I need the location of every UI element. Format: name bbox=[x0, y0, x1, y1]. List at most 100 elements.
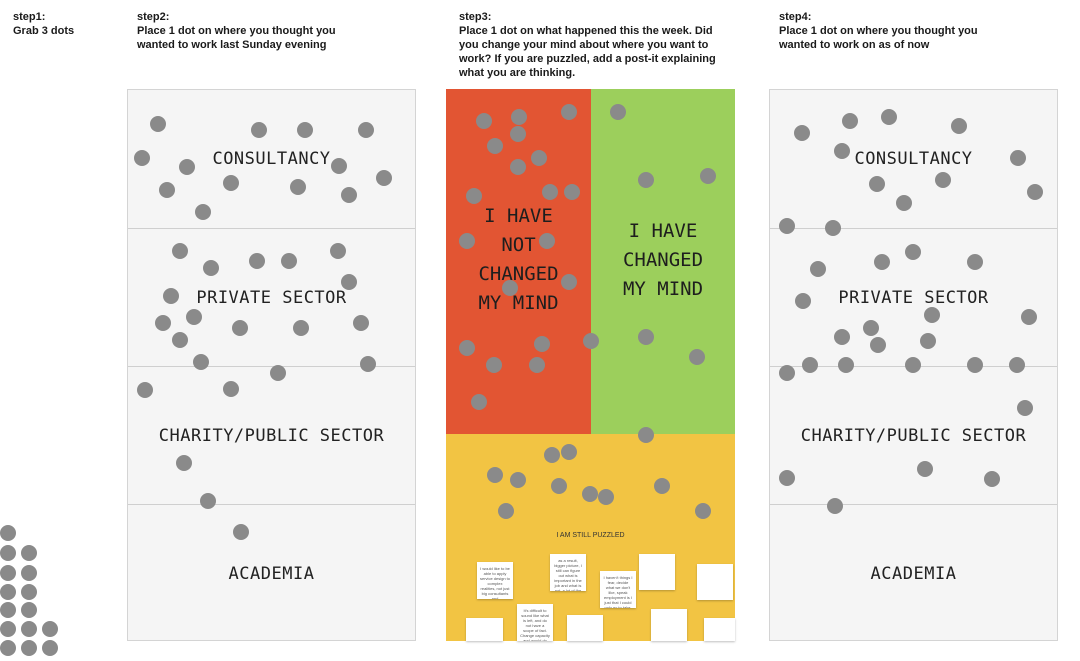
vote-dot[interactable] bbox=[561, 274, 577, 290]
vote-dot[interactable] bbox=[466, 188, 482, 204]
postit[interactable] bbox=[466, 618, 503, 641]
vote-dot[interactable] bbox=[564, 184, 580, 200]
vote-dot[interactable] bbox=[459, 340, 475, 356]
vote-dot[interactable] bbox=[0, 602, 16, 618]
vote-dot[interactable] bbox=[42, 640, 58, 656]
vote-dot[interactable] bbox=[330, 243, 346, 259]
vote-dot[interactable] bbox=[838, 357, 854, 373]
vote-dot[interactable] bbox=[134, 150, 150, 166]
vote-dot[interactable] bbox=[984, 471, 1000, 487]
vote-dot[interactable] bbox=[179, 159, 195, 175]
postit[interactable]: as a result, bigger picture, I still can… bbox=[550, 554, 586, 591]
vote-dot[interactable] bbox=[1021, 309, 1037, 325]
vote-dot[interactable] bbox=[951, 118, 967, 134]
vote-dot[interactable] bbox=[159, 182, 175, 198]
vote-dot[interactable] bbox=[695, 503, 711, 519]
vote-dot[interactable] bbox=[498, 503, 514, 519]
vote-dot[interactable] bbox=[905, 357, 921, 373]
vote-dot[interactable] bbox=[21, 621, 37, 637]
vote-dot[interactable] bbox=[0, 584, 16, 600]
vote-dot[interactable] bbox=[610, 104, 626, 120]
vote-dot[interactable] bbox=[529, 357, 545, 373]
vote-dot[interactable] bbox=[281, 253, 297, 269]
postit[interactable]: It's difficult to sound like what is lef… bbox=[517, 604, 553, 641]
vote-dot[interactable] bbox=[510, 472, 526, 488]
vote-dot[interactable] bbox=[21, 602, 37, 618]
vote-dot[interactable] bbox=[810, 261, 826, 277]
vote-dot[interactable] bbox=[195, 204, 211, 220]
vote-dot[interactable] bbox=[802, 357, 818, 373]
vote-dot[interactable] bbox=[794, 125, 810, 141]
vote-dot[interactable] bbox=[689, 349, 705, 365]
vote-dot[interactable] bbox=[233, 524, 249, 540]
vote-dot[interactable] bbox=[825, 220, 841, 236]
vote-dot[interactable] bbox=[0, 565, 16, 581]
vote-dot[interactable] bbox=[935, 172, 951, 188]
vote-dot[interactable] bbox=[270, 365, 286, 381]
vote-dot[interactable] bbox=[531, 150, 547, 166]
vote-dot[interactable] bbox=[471, 394, 487, 410]
vote-dot[interactable] bbox=[583, 333, 599, 349]
vote-dot[interactable] bbox=[917, 461, 933, 477]
vote-dot[interactable] bbox=[539, 233, 555, 249]
vote-dot[interactable] bbox=[561, 444, 577, 460]
vote-dot[interactable] bbox=[172, 332, 188, 348]
vote-dot[interactable] bbox=[459, 233, 475, 249]
vote-dot[interactable] bbox=[1010, 150, 1026, 166]
vote-dot[interactable] bbox=[476, 113, 492, 129]
vote-dot[interactable] bbox=[920, 333, 936, 349]
vote-dot[interactable] bbox=[486, 357, 502, 373]
vote-dot[interactable] bbox=[186, 309, 202, 325]
vote-dot[interactable] bbox=[779, 218, 795, 234]
vote-dot[interactable] bbox=[487, 138, 503, 154]
vote-dot[interactable] bbox=[896, 195, 912, 211]
vote-dot[interactable] bbox=[172, 243, 188, 259]
vote-dot[interactable] bbox=[924, 307, 940, 323]
vote-dot[interactable] bbox=[795, 293, 811, 309]
vote-dot[interactable] bbox=[654, 478, 670, 494]
vote-dot[interactable] bbox=[223, 381, 239, 397]
vote-dot[interactable] bbox=[881, 109, 897, 125]
vote-dot[interactable] bbox=[150, 116, 166, 132]
vote-dot[interactable] bbox=[251, 122, 267, 138]
vote-dot[interactable] bbox=[0, 621, 16, 637]
vote-dot[interactable] bbox=[863, 320, 879, 336]
vote-dot[interactable] bbox=[834, 329, 850, 345]
vote-dot[interactable] bbox=[223, 175, 239, 191]
vote-dot[interactable] bbox=[779, 365, 795, 381]
postit[interactable] bbox=[651, 609, 687, 641]
vote-dot[interactable] bbox=[487, 467, 503, 483]
vote-dot[interactable] bbox=[905, 244, 921, 260]
vote-dot[interactable] bbox=[249, 253, 265, 269]
postit[interactable] bbox=[639, 554, 675, 590]
vote-dot[interactable] bbox=[511, 109, 527, 125]
vote-dot[interactable] bbox=[510, 159, 526, 175]
vote-dot[interactable] bbox=[21, 640, 37, 656]
vote-dot[interactable] bbox=[203, 260, 219, 276]
postit[interactable] bbox=[697, 564, 733, 600]
vote-dot[interactable] bbox=[542, 184, 558, 200]
vote-dot[interactable] bbox=[155, 315, 171, 331]
vote-dot[interactable] bbox=[638, 172, 654, 188]
postit[interactable]: I haven't things I fear, decide what we … bbox=[600, 571, 636, 608]
vote-dot[interactable] bbox=[331, 158, 347, 174]
vote-dot[interactable] bbox=[0, 525, 16, 541]
vote-dot[interactable] bbox=[376, 170, 392, 186]
vote-dot[interactable] bbox=[176, 455, 192, 471]
vote-dot[interactable] bbox=[293, 320, 309, 336]
vote-dot[interactable] bbox=[779, 470, 795, 486]
vote-dot[interactable] bbox=[360, 356, 376, 372]
vote-dot[interactable] bbox=[869, 176, 885, 192]
vote-dot[interactable] bbox=[193, 354, 209, 370]
vote-dot[interactable] bbox=[561, 104, 577, 120]
vote-dot[interactable] bbox=[551, 478, 567, 494]
vote-dot[interactable] bbox=[163, 288, 179, 304]
vote-dot[interactable] bbox=[842, 113, 858, 129]
vote-dot[interactable] bbox=[0, 545, 16, 561]
vote-dot[interactable] bbox=[967, 254, 983, 270]
vote-dot[interactable] bbox=[827, 498, 843, 514]
vote-dot[interactable] bbox=[21, 584, 37, 600]
postit[interactable] bbox=[567, 615, 603, 641]
vote-dot[interactable] bbox=[510, 126, 526, 142]
vote-dot[interactable] bbox=[200, 493, 216, 509]
